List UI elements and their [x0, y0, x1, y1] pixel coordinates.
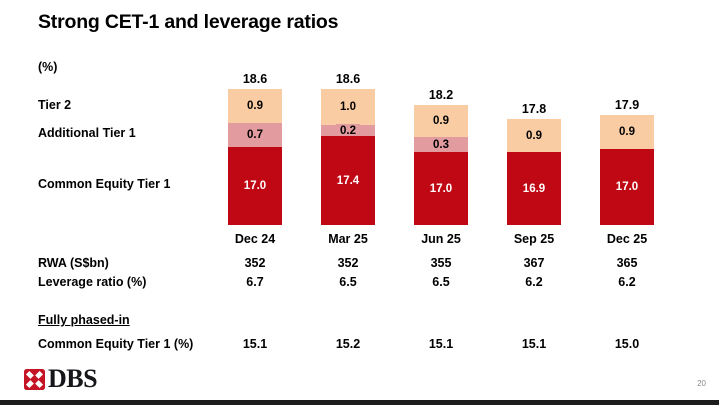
dbs-logo-text: DBS	[48, 364, 98, 393]
table-row-label-fully-phased-cet1: Common Equity Tier 1 (%)	[38, 337, 194, 351]
footer-bar	[0, 400, 719, 405]
legend-tier-2: Tier 2	[38, 98, 72, 112]
category-label: Jun 25	[421, 232, 461, 246]
bar-column: 17.9 0.9 17.0 Dec 25	[600, 0, 654, 405]
legend-common-equity-tier-1: Common Equity Tier 1	[38, 177, 171, 191]
page-number: 20	[697, 379, 706, 388]
bar-segment-common-equity-tier-1: 17.4	[321, 136, 375, 225]
table-cell-rwa: 355	[430, 256, 452, 270]
table-cell-leverage: 6.2	[618, 275, 636, 289]
bar-segment-tier-2: 0.9	[507, 119, 561, 152]
segment-value-common-equity-tier-1: 17.0	[615, 181, 639, 193]
legend-additional-tier-1: Additional Tier 1	[38, 126, 136, 140]
bar-segment-tier-2: 1.0	[321, 89, 375, 125]
table-cell-leverage: 6.5	[432, 275, 450, 289]
segment-value-additional-tier-1: 0.3	[429, 137, 453, 152]
table-cell-fully-phased-cet1: 15.1	[521, 337, 547, 351]
dbs-logo-icon	[24, 368, 45, 390]
category-label: Mar 25	[328, 232, 368, 246]
segment-value-additional-tier-1: 0.7	[243, 128, 267, 142]
category-label: Dec 24	[234, 232, 276, 246]
table-cell-leverage: 6.2	[525, 275, 543, 289]
dbs-logo: DBS	[24, 364, 98, 393]
table-cell-fully-phased-cet1: 15.0	[614, 337, 640, 351]
bar-segment-common-equity-tier-1: 16.9	[507, 152, 561, 225]
bar-segment-tier-2: 0.9	[414, 105, 468, 137]
bar-segment-common-equity-tier-1: 17.0	[228, 147, 282, 225]
table-cell-leverage: 6.5	[339, 275, 357, 289]
bar-column: 18.2 0.9 0.3 17.0 Jun 25	[414, 0, 468, 405]
segment-value-common-equity-tier-1: 17.0	[429, 182, 453, 195]
table-cell-leverage: 6.7	[246, 275, 264, 289]
segment-value-common-equity-tier-1: 16.9	[522, 182, 546, 195]
slide-title: Strong CET-1 and leverage ratios	[38, 11, 339, 33]
bar-segment-common-equity-tier-1: 17.0	[600, 149, 654, 225]
bar-column: 17.8 0.9 16.9 Sep 25	[507, 0, 561, 405]
bar-segment-additional-tier-1: 0.2	[321, 123, 375, 138]
category-label: Dec 25	[606, 232, 648, 246]
segment-value-tier-2: 0.9	[433, 115, 449, 127]
bar-column: 18.6 0.9 0.7 17.0 Dec 24	[228, 0, 282, 405]
segment-value-common-equity-tier-1: 17.0	[243, 180, 267, 192]
table-cell-rwa: 365	[616, 256, 638, 270]
table-cell-rwa: 352	[244, 256, 266, 270]
table-cell-fully-phased-cet1: 15.1	[242, 337, 268, 351]
segment-value-common-equity-tier-1: 17.4	[336, 174, 360, 187]
bar-segment-common-equity-tier-1: 17.0	[414, 152, 468, 225]
segment-value-tier-2: 0.9	[619, 126, 635, 138]
segment-value-additional-tier-1: 0.2	[336, 123, 360, 138]
bar-total-label: 18.6	[335, 72, 361, 86]
table-cell-rwa: 352	[337, 256, 359, 270]
table-row-label-leverage: Leverage ratio (%)	[38, 275, 147, 289]
segment-value-tier-2: 0.9	[247, 100, 263, 112]
bar-column: 18.6 1.0 0.2 17.4 Mar 25	[321, 0, 375, 405]
bar-total-label: 18.2	[428, 88, 454, 102]
segment-value-tier-2: 0.9	[526, 129, 542, 142]
table-row-label-rwa: RWA (S$bn)	[38, 256, 109, 270]
table-cell-fully-phased-cet1: 15.1	[428, 337, 454, 351]
fully-phased-in-heading: Fully phased-in	[38, 313, 130, 327]
bar-segment-additional-tier-1: 0.3	[414, 137, 468, 152]
table-cell-fully-phased-cet1: 15.2	[335, 337, 361, 351]
category-label: Sep 25	[513, 232, 555, 246]
table-cell-rwa: 367	[523, 256, 545, 270]
bar-total-label: 17.8	[521, 102, 547, 116]
bar-segment-tier-2: 0.9	[600, 115, 654, 149]
bar-segment-tier-2: 0.9	[228, 89, 282, 123]
axis-unit-label: (%)	[38, 60, 58, 74]
segment-value-tier-2: 1.0	[340, 101, 356, 113]
bar-segment-additional-tier-1: 0.7	[228, 123, 282, 147]
bar-total-label: 17.9	[614, 98, 640, 112]
bar-total-label: 18.6	[242, 72, 268, 86]
